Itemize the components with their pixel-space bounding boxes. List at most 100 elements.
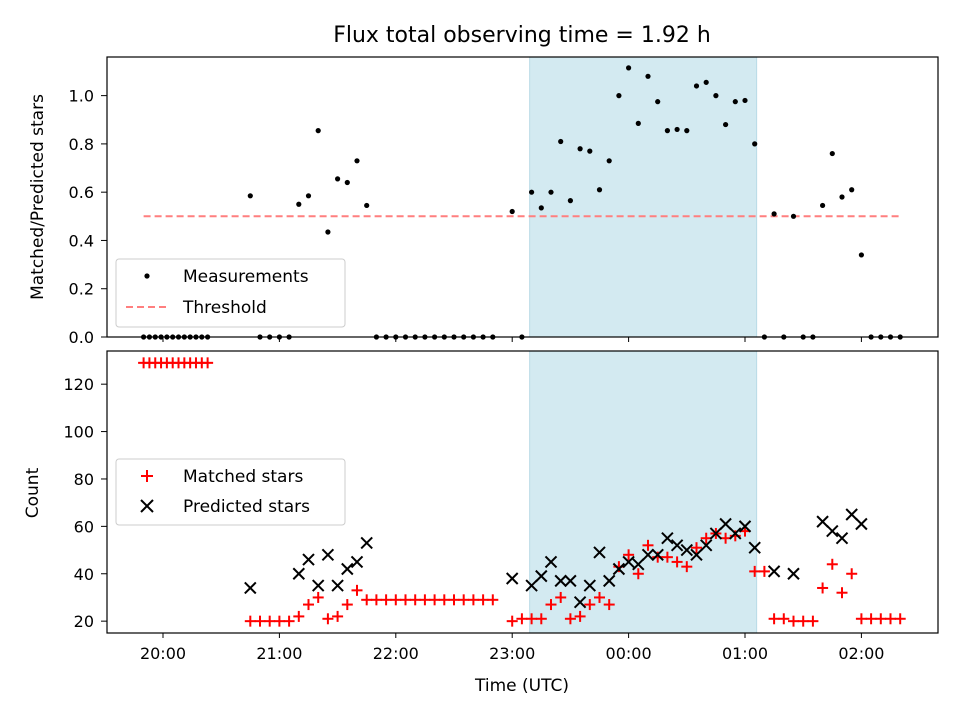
- legend-measurements-marker: [144, 273, 150, 279]
- predicted-star-point: [680, 543, 694, 557]
- matched-star-point: [584, 599, 596, 611]
- predicted-star-point: [748, 541, 761, 554]
- predicted-star-point: [505, 572, 519, 585]
- matched-star-point: [642, 539, 654, 551]
- predicted-star-point: [826, 524, 839, 538]
- predicted-star-point: [632, 558, 645, 571]
- matched-star-point: [855, 613, 867, 625]
- measurement-point: [577, 146, 583, 152]
- measurement-point: [752, 141, 758, 147]
- measurement-point: [645, 73, 651, 79]
- matched-star-point: [487, 594, 499, 606]
- matched-star-point: [788, 615, 799, 627]
- measurement-point: [315, 128, 321, 134]
- measurement-point: [509, 208, 515, 215]
- matched-star-point: [574, 610, 586, 622]
- matched-star-point: [283, 615, 295, 627]
- measurement-point: [596, 187, 603, 193]
- measurement-point: [305, 193, 312, 199]
- measurement-point: [713, 93, 719, 99]
- matched-star-point: [293, 610, 305, 622]
- matched-star-point: [564, 613, 576, 625]
- matched-star-point: [458, 594, 470, 606]
- matched-star-point: [467, 594, 479, 606]
- matched-star-point: [681, 561, 693, 573]
- legend-measurements-label: Measurements: [183, 267, 309, 287]
- x-tick-label: 20:00: [140, 644, 186, 663]
- top-y-tick-label: 0.8: [69, 135, 94, 154]
- matched-star-point: [409, 594, 421, 606]
- matched-star-point: [370, 594, 382, 606]
- matched-star-point: [244, 615, 256, 627]
- measurement-point: [839, 194, 845, 200]
- matched-star-point: [273, 615, 285, 627]
- measurement-point: [723, 121, 729, 128]
- matched-star-point: [322, 613, 334, 625]
- predicted-star-point: [593, 546, 606, 559]
- x-tick-label: 22:00: [373, 644, 419, 663]
- chart-title: Flux total observing time = 1.92 h: [333, 23, 711, 48]
- bottom-shaded-region: [529, 350, 758, 634]
- predicted-star-point: [350, 555, 364, 569]
- measurement-point: [849, 187, 855, 193]
- predicted-star-point: [311, 579, 325, 592]
- top-y-tick-label: 0.4: [69, 231, 94, 250]
- matched-star-point: [826, 558, 838, 570]
- matched-star-point: [429, 594, 441, 606]
- bottom-y-tick-label: 60: [74, 517, 94, 536]
- matched-star-point: [817, 582, 829, 594]
- predicted-star-point: [554, 574, 567, 588]
- predicted-star-point: [602, 574, 616, 588]
- predicted-star-point: [573, 595, 587, 609]
- matched-star-point: [351, 584, 363, 596]
- measurement-point: [538, 205, 544, 211]
- x-tick-label: 00:00: [606, 644, 652, 663]
- legend-predicted-marker: [140, 499, 154, 513]
- matched-star-point: [506, 615, 518, 627]
- predicted-star-point: [641, 548, 655, 562]
- matched-star-point: [390, 594, 402, 606]
- measurement-point: [635, 120, 641, 126]
- measurement-point: [606, 158, 612, 164]
- top-shaded-region: [529, 56, 758, 338]
- measurement-point: [364, 202, 370, 209]
- matched-star-point: [202, 357, 214, 369]
- matched-star-point: [438, 594, 450, 606]
- measurement-point: [529, 189, 535, 195]
- bottom-y-tick-label: 20: [74, 612, 94, 631]
- predicted-star-point: [738, 520, 752, 533]
- matched-star-point: [778, 613, 790, 625]
- measurement-point: [742, 97, 748, 104]
- predicted-star-point: [302, 553, 315, 566]
- legend-matched-marker: [141, 470, 153, 482]
- predicted-star-point: [670, 539, 684, 552]
- predicted-star-point: [729, 527, 742, 540]
- measurement-point: [732, 99, 738, 105]
- bottom-y-tick-label: 120: [63, 375, 94, 394]
- measurement-point: [771, 211, 777, 217]
- matched-star-point: [361, 594, 373, 606]
- top-legend-box: [115, 258, 346, 328]
- predicted-star-point: [331, 579, 344, 592]
- measurement-point: [325, 229, 331, 235]
- measurement-point: [693, 83, 700, 89]
- matched-star-point: [341, 599, 353, 611]
- matched-star-point: [768, 613, 780, 625]
- bottom-legend-box: [115, 458, 346, 526]
- top-y-tick-label: 0.6: [69, 183, 94, 202]
- measurement-point: [567, 198, 574, 204]
- predicted-star-point: [622, 555, 635, 569]
- predicted-star-point: [816, 515, 829, 528]
- predicted-star-point: [709, 527, 723, 540]
- measurement-point: [820, 202, 826, 209]
- predicted-star-point: [244, 581, 257, 595]
- measurement-point: [684, 128, 690, 134]
- matched-star-point: [836, 587, 848, 599]
- predicted-star-point: [360, 536, 373, 550]
- predicted-star-point: [835, 532, 849, 545]
- matched-star-point: [254, 615, 266, 627]
- matched-star-point: [419, 594, 431, 606]
- matched-star-point: [477, 594, 489, 606]
- matched-star-point: [671, 556, 683, 568]
- predicted-star-point: [855, 517, 868, 531]
